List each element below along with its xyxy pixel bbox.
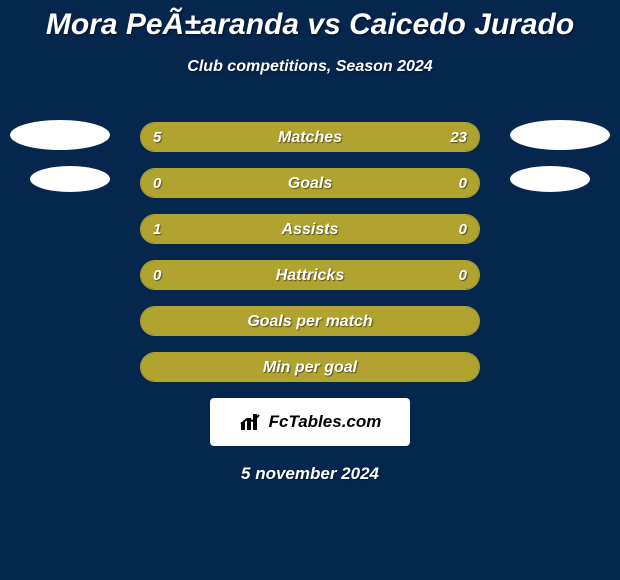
player-avatar-right [510, 166, 590, 192]
metric-fill-left [141, 353, 479, 381]
metric-track: 00Goals [140, 168, 480, 198]
metric-fill-left [141, 169, 479, 197]
metric-track: Goals per match [140, 306, 480, 336]
metric-value-left: 0 [153, 261, 161, 290]
metric-fill-right [202, 123, 479, 151]
metric-row: 00Goals [0, 160, 620, 206]
metric-value-right: 0 [459, 215, 467, 244]
metric-fill-right [401, 215, 479, 243]
metric-track: 00Hattricks [140, 260, 480, 290]
chart-area: 523Matches00Goals10Assists00HattricksGoa… [0, 114, 620, 390]
player-avatar-left [10, 120, 110, 150]
metric-row: Min per goal [0, 344, 620, 390]
page-title: Mora PeÃ±aranda vs Caicedo Jurado [0, 0, 620, 42]
footer-date: 5 november 2024 [0, 464, 620, 484]
metric-value-left: 1 [153, 215, 161, 244]
subtitle: Club competitions, Season 2024 [0, 58, 620, 76]
metric-row: Goals per match [0, 298, 620, 344]
metric-fill-left [141, 215, 401, 243]
source-badge-text: FcTables.com [269, 412, 382, 432]
metric-value-left: 0 [153, 169, 161, 198]
player-avatar-left [30, 166, 110, 192]
metric-value-left: 5 [153, 123, 161, 152]
comparison-canvas: Mora PeÃ±aranda vs Caicedo Jurado Club c… [0, 0, 620, 580]
metric-fill-left [141, 123, 202, 151]
metric-value-right: 0 [459, 261, 467, 290]
player-avatar-right [510, 120, 610, 150]
metric-fill-left [141, 261, 479, 289]
chart-icon [239, 412, 265, 432]
metric-track: 10Assists [140, 214, 480, 244]
source-badge: FcTables.com [210, 398, 410, 446]
metric-row: 523Matches [0, 114, 620, 160]
metric-value-right: 0 [459, 169, 467, 198]
metric-row: 10Assists [0, 206, 620, 252]
metric-track: 523Matches [140, 122, 480, 152]
metric-value-right: 23 [450, 123, 467, 152]
metric-row: 00Hattricks [0, 252, 620, 298]
metric-track: Min per goal [140, 352, 480, 382]
metric-fill-left [141, 307, 479, 335]
